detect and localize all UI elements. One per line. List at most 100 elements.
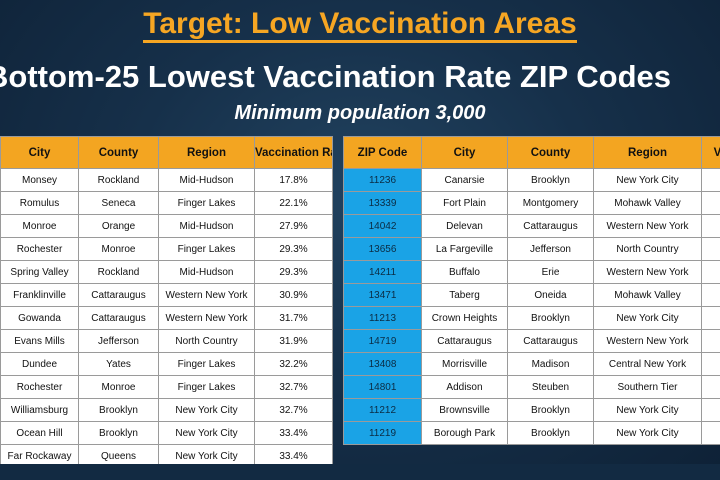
table-cell <box>701 168 720 192</box>
table-cell: Jefferson <box>507 237 594 261</box>
table-cell: Williamsburg <box>0 398 79 422</box>
table-cell: Western New York <box>593 329 702 353</box>
table-row: Williamsburg Brooklyn New York City 32.7% <box>0 398 333 422</box>
table-cell: Morrisville <box>421 352 508 376</box>
table-cell: 11212 <box>343 398 422 422</box>
table-cell: Brooklyn <box>507 306 594 330</box>
table-cell: Brooklyn <box>507 398 594 422</box>
table-row: 13408 Morrisville Madison Central New York <box>343 352 720 376</box>
table-cell: Cattaraugus <box>507 329 594 353</box>
table-cell: Evans Mills <box>0 329 79 353</box>
table-cell: Central New York <box>593 352 702 376</box>
table-cell <box>701 306 720 330</box>
table2-header-4: V <box>701 136 720 169</box>
table-cell: 31.7% <box>254 306 333 330</box>
table-cell: 32.7% <box>254 375 333 399</box>
table-cell: North Country <box>158 329 255 353</box>
table-cell: Cattaraugus <box>78 283 159 307</box>
table-cell: New York City <box>593 398 702 422</box>
table-row: 14042 Delevan Cattaraugus Western New York <box>343 214 720 238</box>
table-row: Rochester Monroe Finger Lakes 32.7% <box>0 375 333 399</box>
table-cell: New York City <box>158 398 255 422</box>
minimum-population-note: Minimum population 3,000 <box>234 102 486 124</box>
table-cell: Western New York <box>593 214 702 238</box>
table-cell: Brooklyn <box>78 421 159 445</box>
table-cell <box>701 237 720 261</box>
table-cell: Canarsie <box>421 168 508 192</box>
table-cell: Western New York <box>593 260 702 284</box>
table-cell: 11213 <box>343 306 422 330</box>
table-cell <box>701 421 720 445</box>
table-cell: Rochester <box>0 375 79 399</box>
bottom-zip-codes-table: ZIP CodeCityCountyRegionV 11236CanarsieB… <box>343 136 720 445</box>
table-cell: Steuben <box>507 375 594 399</box>
table-cell: Western New York <box>158 306 255 330</box>
table-cell: Monsey <box>0 168 79 192</box>
table-cell: Brooklyn <box>78 398 159 422</box>
table-cell: 31.9% <box>254 329 333 353</box>
table-cell: 11219 <box>343 421 422 445</box>
table1-header-0: City <box>0 136 79 169</box>
table-row: Romulus Seneca Finger Lakes 22.1% <box>0 191 333 215</box>
table-cell: Monroe <box>78 237 159 261</box>
table-cell: Rockland <box>78 260 159 284</box>
table1-header-3: Vaccination Rate <box>254 136 333 169</box>
table-row: Gowanda Cattaraugus Western New York 31.7% <box>0 306 333 330</box>
table-cell: 33.4% <box>254 421 333 445</box>
table-row: Franklinville Cattaraugus Western New York… <box>0 283 333 307</box>
table-cell <box>701 214 720 238</box>
table-cell: Mid-Hudson <box>158 214 255 238</box>
table-cell: New York City <box>593 168 702 192</box>
table-cell: Western New York <box>158 283 255 307</box>
table-row: 14719 Cattaraugus Cattaraugus Western New Y… <box>343 329 720 353</box>
table-cell: New York City <box>593 421 702 445</box>
table-cell: Yates <box>78 352 159 376</box>
table-cell: 14042 <box>343 214 422 238</box>
table-cell: 14719 <box>343 329 422 353</box>
table-cell: 13339 <box>343 191 422 215</box>
table-cell: 13408 <box>343 352 422 376</box>
table-cell: Orange <box>78 214 159 238</box>
table-cell: Dundee <box>0 352 79 376</box>
table-cell: Erie <box>507 260 594 284</box>
table-cell: Ocean Hill <box>0 421 79 445</box>
table-cell: Seneca <box>78 191 159 215</box>
table-row: 11212 Brownsville Brooklyn New York City <box>343 398 720 422</box>
table-cell: Fort Plain <box>421 191 508 215</box>
table-row: 13339 Fort Plain Montgomery Mohawk Valley <box>343 191 720 215</box>
table-row: Ocean Hill Brooklyn New York City 33.4% <box>0 421 333 445</box>
table-row: 11219 Borough Park Brooklyn New York City <box>343 421 720 445</box>
table-cell: Gowanda <box>0 306 79 330</box>
table-cell: 22.1% <box>254 191 333 215</box>
table2-header-1: City <box>421 136 508 169</box>
table-cell: Delevan <box>421 214 508 238</box>
table-cell: Montgomery <box>507 191 594 215</box>
table-row: Rochester Monroe Finger Lakes 29.3% <box>0 237 333 261</box>
table-cell: Mid-Hudson <box>158 260 255 284</box>
table-cell <box>701 398 720 422</box>
table-cell: Borough Park <box>421 421 508 445</box>
bottom-band <box>0 464 720 480</box>
page-title: Target: Low Vaccination Areas <box>0 6 720 43</box>
table-cell: Cattaraugus <box>78 306 159 330</box>
table-cell: Monroe <box>78 375 159 399</box>
table-cell: New York City <box>158 421 255 445</box>
table-row: 11213 Crown Heights Brooklyn New York City <box>343 306 720 330</box>
table-cell <box>701 329 720 353</box>
table-row: Monsey Rockland Mid-Hudson 17.8% <box>0 168 333 192</box>
table-cell: 32.7% <box>254 398 333 422</box>
table-cell <box>701 260 720 284</box>
table-cell: Finger Lakes <box>158 191 255 215</box>
table-cell <box>701 375 720 399</box>
table2-header-2: County <box>507 136 594 169</box>
table-cell: 30.9% <box>254 283 333 307</box>
table-row: 14211 Buffalo Erie Western New York <box>343 260 720 284</box>
table-cell: Romulus <box>0 191 79 215</box>
table-cell <box>701 352 720 376</box>
table-row: Monroe Orange Mid-Hudson 27.9% <box>0 214 333 238</box>
table-cell: 14211 <box>343 260 422 284</box>
page-subtitle: Bottom-25 Lowest Vaccination Rate ZIP Co… <box>0 59 672 94</box>
table-cell: 29.3% <box>254 237 333 261</box>
table-row: 13656 La Fargeville Jefferson North Country <box>343 237 720 261</box>
table-cell: Finger Lakes <box>158 237 255 261</box>
